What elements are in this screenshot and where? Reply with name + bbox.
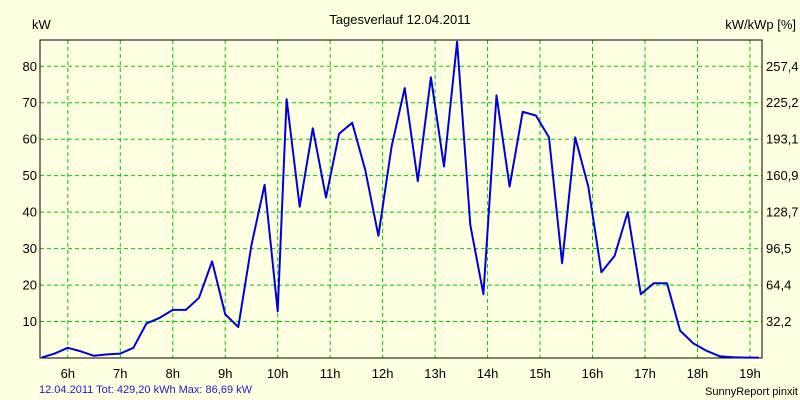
- y-left-tick-label: 70: [23, 95, 37, 110]
- x-tick-label: 12h: [372, 366, 394, 381]
- y-left-tick-label: 30: [23, 241, 37, 256]
- x-tick-label: 15h: [529, 366, 551, 381]
- y-right-tick-label: 32,2: [766, 314, 791, 329]
- y-right-tick-label: 225,2: [766, 95, 799, 110]
- chart-title: Tagesverlauf 12.04.2011: [329, 12, 470, 27]
- x-tick-label: 17h: [634, 366, 656, 381]
- x-tick-label: 14h: [477, 366, 499, 381]
- x-tick-label: 7h: [113, 366, 127, 381]
- footer-credit: SunnyReport pinxit: [705, 386, 798, 398]
- y-axis-left-label: kW: [32, 17, 52, 32]
- y-left-tick-label: 60: [23, 132, 37, 147]
- y-left-tick-label: 20: [23, 278, 37, 293]
- power-series-line: [41, 40, 759, 359]
- grid-lines: [40, 40, 762, 358]
- y-left-tick-label: 10: [23, 314, 37, 329]
- x-tick-label: 6h: [61, 366, 75, 381]
- y-right-tick-label: 64,4: [766, 278, 791, 293]
- x-tick-label: 16h: [582, 366, 604, 381]
- y-right-tick-label: 193,1: [766, 132, 799, 147]
- series-layer: [41, 40, 759, 359]
- x-tick-label: 8h: [166, 366, 180, 381]
- tick-labels: 6h 7h 8h 9h 10h 11h 12h 13h 14h 15h 16h 17h 18h 19h 10…: [23, 59, 799, 381]
- x-tick-label: 13h: [424, 366, 446, 381]
- footer-summary: 12.04.2011 Tot: 429,20 kWh Max: 86,69 kW: [39, 384, 253, 396]
- y-right-tick-label: 96,5: [766, 241, 791, 256]
- y-right-tick-label: 257,4: [766, 59, 799, 74]
- x-tick-label: 18h: [687, 366, 709, 381]
- y-right-tick-label: 160,9: [766, 168, 799, 183]
- y-left-tick-label: 40: [23, 205, 37, 220]
- x-tick-label: 9h: [218, 366, 232, 381]
- x-tick-label: 11h: [320, 366, 341, 381]
- x-tick-label: 10h: [267, 366, 289, 381]
- y-left-tick-label: 50: [23, 168, 37, 183]
- x-tick-label: 19h: [739, 366, 761, 381]
- plot-frame: [39, 39, 763, 359]
- y-right-tick-label: 128,7: [766, 205, 799, 220]
- y-left-tick-label: 80: [23, 59, 37, 74]
- y-axis-right-label: kW/kWp [%]: [725, 17, 796, 32]
